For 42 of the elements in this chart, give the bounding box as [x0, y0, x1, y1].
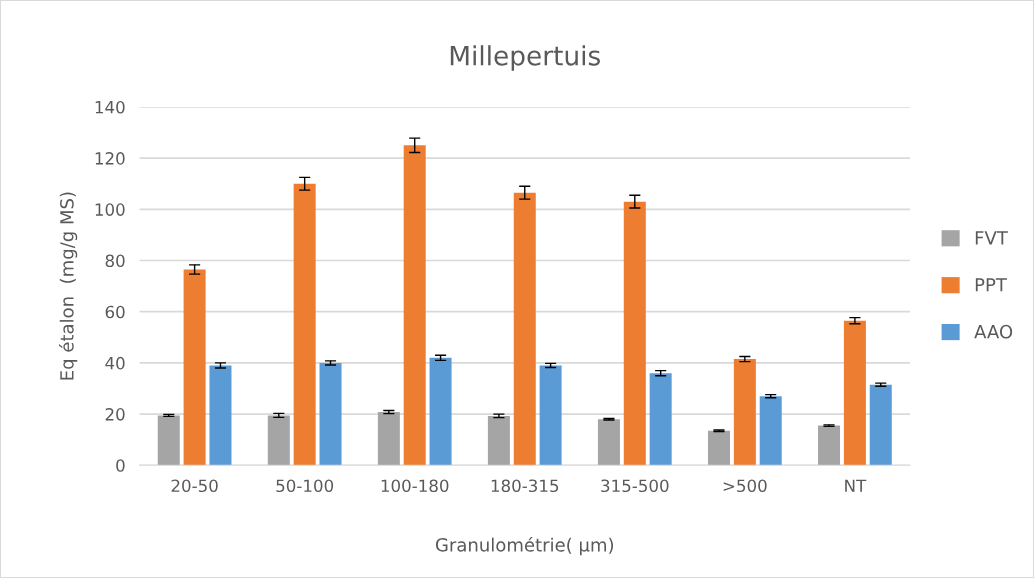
bar [487, 415, 510, 466]
bar [843, 320, 866, 466]
y-tick-label: 0 [116, 459, 125, 472]
x-tick-label: 100-180 [381, 479, 449, 493]
bar [869, 384, 892, 466]
bar [733, 359, 756, 466]
y-tick-label: 140 [95, 100, 125, 114]
bar [293, 183, 316, 466]
x-tick-label: 20-50 [171, 479, 218, 493]
x-tick-label: >500 [723, 479, 767, 493]
x-tick-label: NT [845, 479, 867, 492]
bar [429, 357, 452, 466]
bar [267, 415, 290, 466]
legend-label: PPT [975, 278, 1007, 292]
legend-label: AAO [974, 324, 1013, 339]
bar [157, 415, 180, 466]
bar [649, 373, 672, 466]
y-tick-label: 120 [95, 152, 125, 165]
legend-label: FVT [975, 231, 1008, 245]
chart-title: Millepertuis [450, 45, 600, 71]
bar [513, 192, 536, 466]
bar [623, 201, 646, 466]
y-tick-label: 40 [105, 356, 125, 370]
bar [707, 430, 730, 466]
x-axis-title: Granulométrie( µm) [435, 536, 614, 556]
x-tick-label: 50-100 [276, 479, 334, 493]
bar [377, 412, 400, 466]
bar [209, 365, 232, 466]
bar [403, 145, 426, 466]
bar [597, 419, 620, 466]
y-axis-title: Eq étalon (mg/g MS) [59, 192, 78, 380]
y-tick-label: 20 [105, 408, 125, 421]
bar [183, 269, 206, 466]
bar [539, 365, 562, 466]
y-tick-label: 100 [95, 203, 125, 216]
x-tick-label: 180-315 [491, 479, 559, 493]
bar [818, 425, 841, 466]
y-tick-label: 80 [105, 254, 125, 268]
bar [319, 362, 342, 466]
bar [759, 396, 782, 466]
y-tick-label: 60 [105, 305, 125, 319]
x-tick-label: 315-500 [601, 479, 669, 493]
